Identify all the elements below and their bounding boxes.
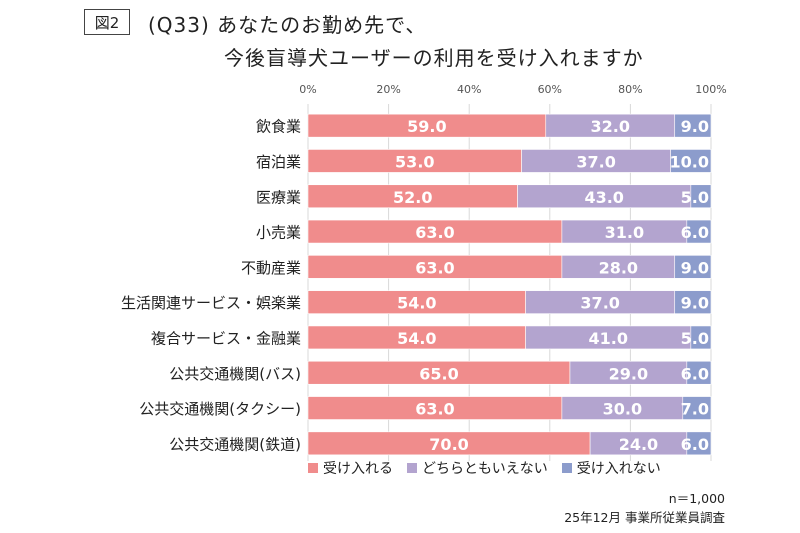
bar-segment — [670, 149, 712, 173]
sample-size-note: n＝1,000 — [668, 491, 725, 506]
data-label: 63.0 — [415, 223, 454, 242]
data-label: 9.0 — [681, 258, 709, 277]
data-label: 31.0 — [605, 223, 644, 242]
category-label: 複合サービス・金融業 — [151, 329, 301, 347]
data-label: 10.0 — [670, 152, 709, 171]
bar-segment — [674, 290, 712, 314]
chart-title-line-2: 今後盲導犬ユーザーの利用を受け入れますか — [224, 46, 644, 70]
x-tick-label: 100% — [695, 83, 726, 96]
legend-item-reject: 受け入れない — [561, 458, 661, 478]
bar-segment — [690, 325, 712, 350]
data-label: 9.0 — [681, 294, 709, 313]
legend-item-accept: 受け入れる — [308, 458, 393, 478]
data-label: 37.0 — [580, 294, 619, 313]
x-tick-label: 0% — [299, 83, 316, 96]
data-label: 5.0 — [681, 329, 709, 348]
bar-segment — [686, 360, 712, 385]
data-label: 63.0 — [415, 400, 454, 419]
data-label: 70.0 — [429, 435, 468, 454]
legend-item-neutral: どちらともいえない — [407, 458, 548, 478]
bar-segment — [682, 396, 712, 420]
data-label: 9.0 — [681, 117, 709, 136]
data-label: 24.0 — [619, 435, 658, 454]
legend-label-reject: 受け入れない — [576, 461, 661, 477]
x-tick-label: 20% — [376, 83, 400, 96]
chart-title-line-1: (Q33) あなたのお勤め先で、 — [148, 13, 427, 37]
source-note: 25年12月 事業所従業員調査 — [564, 510, 725, 525]
data-label: 59.0 — [407, 117, 446, 136]
data-label: 37.0 — [576, 152, 615, 171]
legend-label-neutral: どちらともいえない — [422, 461, 548, 477]
data-label: 41.0 — [588, 329, 627, 348]
data-label: 54.0 — [397, 329, 436, 348]
x-tick-label: 60% — [538, 83, 562, 96]
data-label: 65.0 — [419, 364, 458, 383]
data-label: 30.0 — [603, 400, 642, 419]
legend-swatch-accept — [308, 463, 318, 473]
data-label: 53.0 — [395, 152, 434, 171]
x-tick-label: 80% — [618, 83, 642, 96]
bar-segment — [674, 113, 712, 138]
data-label: 7.0 — [681, 400, 709, 419]
bar-segment — [686, 219, 712, 244]
data-label: 6.0 — [681, 435, 709, 454]
data-label: 5.0 — [681, 188, 709, 207]
figure-label: 図2 — [84, 9, 130, 35]
data-label: 52.0 — [393, 188, 432, 207]
category-label: 生活関連サービス・娯楽業 — [121, 294, 301, 312]
data-label: 6.0 — [681, 364, 709, 383]
category-label: 公共交通機関(タクシー) — [139, 400, 301, 418]
data-label: 63.0 — [415, 258, 454, 277]
bar-segment — [690, 184, 712, 209]
legend-swatch-neutral — [407, 463, 417, 473]
category-label: 医療業 — [256, 188, 301, 206]
data-label: 29.0 — [609, 364, 648, 383]
category-label: 不動産業 — [241, 259, 301, 277]
category-label: 小売業 — [256, 224, 301, 242]
data-label: 28.0 — [599, 258, 638, 277]
data-label: 32.0 — [591, 117, 630, 136]
data-label: 54.0 — [397, 294, 436, 313]
data-label: 43.0 — [584, 188, 623, 207]
bar-segment — [674, 255, 712, 279]
category-label: 公共交通機関(バス) — [169, 365, 301, 383]
category-label: 飲食業 — [256, 118, 301, 136]
data-label: 6.0 — [681, 223, 709, 242]
legend: 受け入れる どちらともいえない 受け入れない — [308, 458, 661, 478]
x-tick-label: 40% — [457, 83, 481, 96]
category-label: 宿泊業 — [256, 153, 301, 171]
legend-label-accept: 受け入れる — [323, 461, 393, 477]
bar-segment — [686, 431, 712, 456]
category-label: 公共交通機関(鉄道) — [169, 435, 301, 453]
legend-swatch-reject — [561, 463, 572, 473]
